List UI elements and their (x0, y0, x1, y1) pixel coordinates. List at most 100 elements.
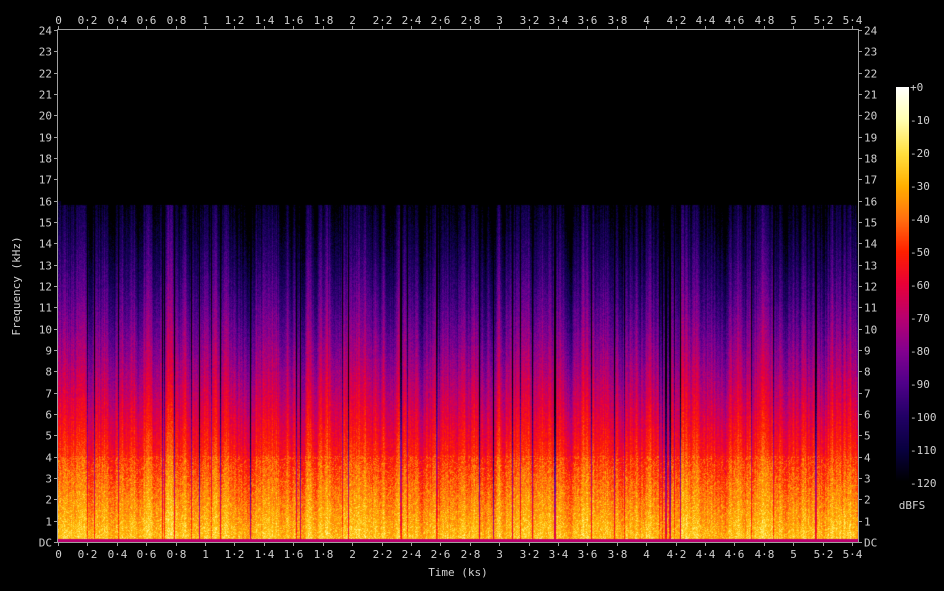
y-tick-label-right: 22 (864, 68, 877, 81)
y-tick-label-right: 18 (864, 153, 877, 166)
y-tick-label-left: 13 (39, 260, 52, 273)
x-tick-label-top: 3 (496, 14, 503, 27)
x-tick-label-top: 2·4 (402, 14, 422, 27)
x-tick-label-top: 0·4 (108, 14, 128, 27)
x-tick-label-top: 4·2 (667, 14, 687, 27)
y-tick-label-left: 22 (39, 68, 52, 81)
y-tick-label-left: 12 (39, 281, 52, 294)
x-tick-label-top: 1·6 (284, 14, 304, 27)
x-tick-label-top: 3·8 (608, 14, 628, 27)
y-tick-label-right: 14 (864, 238, 878, 251)
spectrogram-heatmap (58, 30, 858, 542)
x-tick-label-bottom: 0·4 (108, 548, 128, 561)
x-tick-label-top: 4·8 (755, 14, 775, 27)
x-tick-label-top: 1·4 (255, 14, 275, 27)
colorbar-tick-label: -40 (910, 213, 930, 226)
x-tick-label-top: 3·2 (520, 14, 540, 27)
y-tick-label-left: 21 (39, 89, 52, 102)
colorbar-tick-label: -20 (910, 147, 930, 160)
y-tick-label-right: 13 (864, 260, 877, 273)
x-axis-label: Time (ks) (428, 566, 488, 579)
y-tick-label-left: 4 (45, 452, 52, 465)
x-tick-label-bottom: 4·4 (696, 548, 716, 561)
colorbar-tick-label: -100 (910, 411, 937, 424)
x-tick-label-bottom: 5·4 (843, 548, 863, 561)
y-tick-label-left: 6 (45, 409, 52, 422)
x-tick-label-top: 2·6 (431, 14, 451, 27)
y-tick-label-left: 2 (45, 494, 52, 507)
y-tick-label-left: 3 (45, 473, 52, 486)
y-tick-label-right: 23 (864, 46, 877, 59)
x-tick-label-bottom: 3·4 (549, 548, 569, 561)
x-tick-label-top: 0·2 (78, 14, 98, 27)
y-tick-label-right: 9 (864, 345, 871, 358)
x-tick-label-bottom: 1 (202, 548, 209, 561)
x-tick-label-top: 1 (202, 14, 209, 27)
y-tick-label-left: DC (39, 537, 52, 550)
y-tick-label-right: 8 (864, 366, 871, 379)
y-axis-label: Frequency (kHz) (10, 236, 23, 335)
y-tick-label-left: 10 (39, 324, 52, 337)
x-tick-label-top: 1·8 (314, 14, 334, 27)
x-tick-label-bottom: 4·6 (725, 548, 745, 561)
y-tick-label-right: 10 (864, 324, 877, 337)
x-tick-label-bottom: 2·2 (373, 548, 393, 561)
y-tick-label-right: 16 (864, 196, 877, 209)
colorbar-tick-label: -10 (910, 114, 930, 127)
x-tick-label-bottom: 4·8 (755, 548, 775, 561)
x-tick-label-top: 2 (349, 14, 356, 27)
y-tick-label-right: 21 (864, 89, 877, 102)
x-tick-label-top: 0 (55, 14, 62, 27)
x-tick-label-bottom: 3·2 (520, 548, 540, 561)
x-tick-label-bottom: 1·4 (255, 548, 275, 561)
x-tick-label-bottom: 1·8 (314, 548, 334, 561)
y-tick-label-right: 7 (864, 388, 871, 401)
x-tick-label-top: 2·2 (373, 14, 393, 27)
y-tick-label-right: 2 (864, 494, 871, 507)
x-tick-label-top: 4·6 (725, 14, 745, 27)
x-tick-label-bottom: 1·6 (284, 548, 304, 561)
x-tick-label-bottom: 0·8 (167, 548, 187, 561)
x-tick-label-bottom: 3 (496, 548, 503, 561)
y-tick-label-left: 16 (39, 196, 52, 209)
x-tick-label-top: 0·8 (167, 14, 187, 27)
x-tick-label-bottom: 0·2 (78, 548, 98, 561)
y-tick-label-right: 12 (864, 281, 877, 294)
colorbar-tick-label: -110 (910, 444, 937, 457)
y-tick-label-left: 17 (39, 174, 52, 187)
x-tick-label-top: 4 (643, 14, 650, 27)
y-tick-label-right: 6 (864, 409, 871, 422)
x-tick-label-top: 3·4 (549, 14, 569, 27)
x-tick-label-bottom: 0 (55, 548, 62, 561)
y-tick-label-right: 24 (864, 25, 878, 38)
y-tick-label-right: 3 (864, 473, 871, 486)
y-tick-label-right: 15 (864, 217, 877, 230)
x-tick-label-top: 5 (790, 14, 797, 27)
x-tick-label-top: 3·6 (578, 14, 598, 27)
plot-frame (57, 29, 859, 543)
x-tick-label-bottom: 4 (643, 548, 650, 561)
x-tick-label-bottom: 0·6 (137, 548, 157, 561)
y-tick-label-left: 1 (45, 516, 52, 529)
x-tick-label-top: 5·4 (843, 14, 863, 27)
x-tick-label-bottom: 5·2 (814, 548, 834, 561)
y-tick-label-left: 23 (39, 46, 52, 59)
y-tick-label-right: 4 (864, 452, 871, 465)
colorbar-tick-label: -60 (910, 279, 930, 292)
y-tick-label-left: 7 (45, 388, 52, 401)
y-tick-label-right: 17 (864, 174, 877, 187)
x-tick-label-bottom: 1·2 (225, 548, 245, 561)
colorbar-tick-label: -70 (910, 312, 930, 325)
y-tick-label-left: 20 (39, 110, 52, 123)
x-tick-label-top: 2·8 (461, 14, 481, 27)
y-tick-label-right: 19 (864, 132, 877, 145)
y-tick-label-right: 20 (864, 110, 877, 123)
x-tick-label-top: 0·6 (137, 14, 157, 27)
y-tick-label-left: 19 (39, 132, 52, 145)
y-tick-label-right: 5 (864, 430, 871, 443)
colorbar-tick-label: +0 (910, 81, 923, 94)
y-tick-label-left: 8 (45, 366, 52, 379)
y-tick-label-left: 5 (45, 430, 52, 443)
x-tick-label-bottom: 2 (349, 548, 356, 561)
